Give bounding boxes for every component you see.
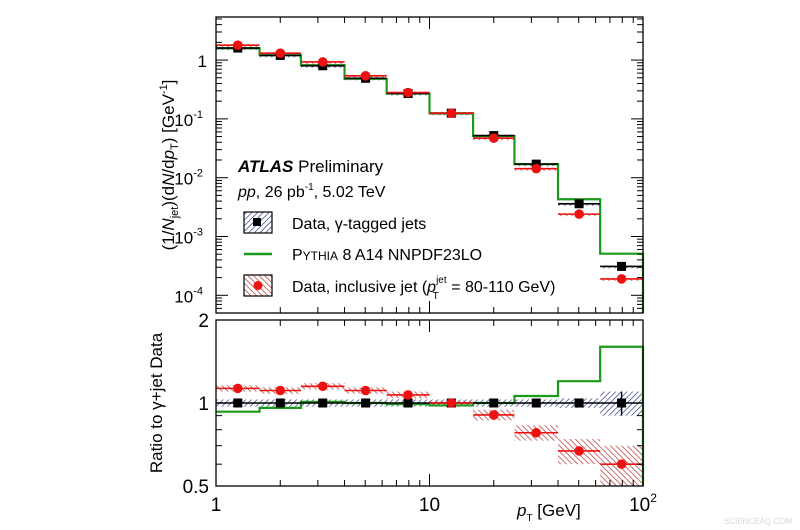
inclusive-point-bin-5 [403,390,413,400]
inclusive-point-bin-3 [317,381,328,392]
gamma-point-bin-9 [574,199,584,209]
pythia-step-line [216,47,645,313]
inclusive-point-bin-7 [488,410,499,420]
x-tick-label: 1 [211,495,222,516]
y-tick-label: 10-4 [174,285,203,306]
inclusive-point-bin-1 [232,40,243,51]
gamma-point-bin-4 [361,398,371,408]
gamma-point-bin-8 [531,398,541,408]
y-tick-label-base: 10 [174,228,193,247]
x-tick-label-exp: 2 [650,491,657,505]
gamma-point-bin-10 [617,261,627,271]
watermark: SCIENCEAQ.COM [724,517,792,526]
x-tick-label-base: 1 [211,495,222,516]
y-tick-label: 0.5 [183,477,209,498]
x-axis-label: pT [GeV] [516,501,581,524]
inclusive-point-bin-9 [574,209,584,219]
y-tick-label: 1 [198,394,209,415]
legend-label-gamma: Data, γ-tagged jets [292,216,426,233]
y-tick-label-base: 10 [174,287,193,306]
y-tick-label-exp: -1 [193,109,203,121]
ratio-panel: 210.51 10 102 [183,311,658,516]
y-tick-label-base: 1 [198,52,207,71]
atlas-label: ATLAS Preliminary [237,157,384,176]
inclusive-point-bin-8 [531,427,542,438]
y-tick-label-base: 10 [174,170,193,189]
inclusive-point-bin-4 [360,71,371,81]
gamma-point-bin-3 [318,398,328,408]
inclusive-point-bin-8 [531,163,542,174]
inclusive-point-bin-7 [488,133,499,143]
x-tick-label: 10 [419,495,440,516]
inclusive-point-bin-5 [403,87,413,98]
y-tick-label: 10-2 [174,168,203,189]
inclusive-point-bin-3 [317,57,328,67]
y-tick-label-base: 10 [174,111,193,130]
gamma-point-bin-1 [233,398,243,408]
main-panel: 110-110-210-310-4 [174,16,645,314]
y-tick-label: 10-3 [174,226,203,247]
inclusive-point-bin-6 [446,108,457,118]
x-tick-label: 102 [629,491,657,516]
y-tick-label: 1 [198,52,207,71]
legend-marker-circle [253,281,263,290]
pythia-step-line [216,345,645,486]
main-y-axis-label: (1/Njet)(dN/dpT) [GeV-1] [158,80,181,251]
gamma-point-bin-2 [275,398,285,408]
inclusive-point-bin-2 [275,48,286,58]
legend: Data, γ-tagged jets PYTHIA 8 A14 NNPDF23… [243,211,555,302]
y-tick-label-exp: -3 [193,226,203,238]
gamma-point-bin-7 [489,398,499,408]
y-tick-label-exp: -4 [193,285,203,297]
legend-marker-square [253,218,261,226]
inclusive-point-bin-1 [232,383,243,394]
gamma-point-bin-5 [403,398,413,408]
lumi-label: pp, 26 pb-1, 5.02 TeV [237,182,386,201]
x-tick-label-base: 10 [629,495,650,516]
inclusive-point-bin-4 [360,385,371,396]
inclusive-point-bin-2 [275,385,286,396]
x-tick-label-base: 10 [419,495,440,516]
legend-label-inclusive: Data, inclusive jet (pjet T = 80-110 GeV) [292,275,555,302]
y-tick-label-exp: -2 [193,168,203,180]
inclusive-point-bin-6 [446,398,457,408]
legend-label-pythia: PYTHIA 8 A14 NNPDF23LO [292,247,482,264]
gamma-point-bin-9 [574,398,584,408]
y-tick-label: 10-1 [174,109,203,130]
ratio-y-axis-label: Ratio to γ+jet Data [147,332,166,473]
inclusive-point-bin-9 [574,446,584,456]
y-tick-label: 2 [198,311,209,332]
inclusive-point-bin-10 [616,459,627,469]
inclusive-point-bin-10 [616,274,627,284]
